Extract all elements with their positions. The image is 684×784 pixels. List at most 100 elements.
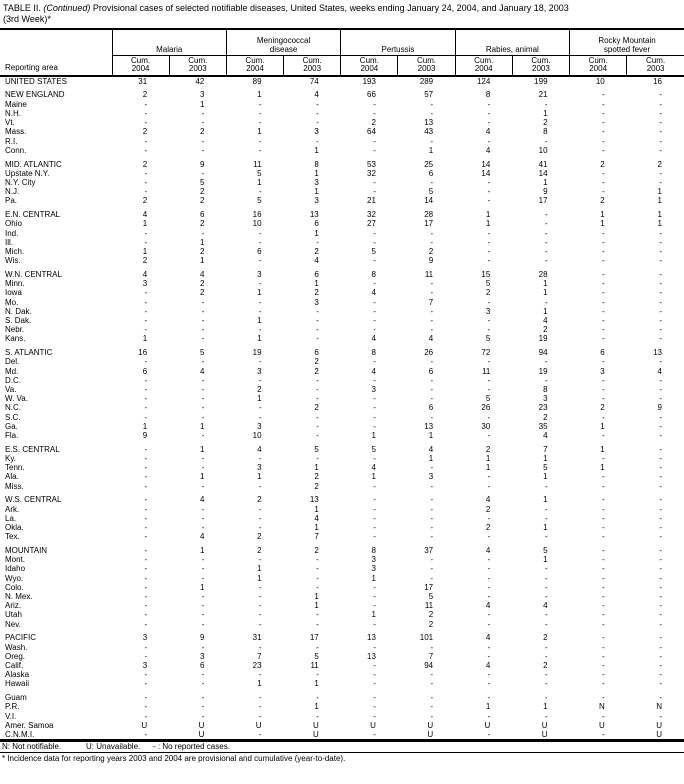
value-cell: -: [144, 573, 148, 583]
value-cell: 4: [428, 334, 434, 344]
value-cell: 2: [314, 366, 319, 376]
area-cell: Ark.: [5, 504, 20, 514]
value-cell: -: [659, 444, 662, 454]
value-cell: 5: [428, 592, 434, 601]
value-cell: 2: [314, 357, 319, 367]
value-cell: 3: [600, 366, 605, 376]
value-cell: 2: [199, 127, 205, 137]
value-cell: -: [316, 118, 319, 128]
value-cell: 4: [199, 495, 205, 505]
value-cell: 1: [199, 472, 205, 482]
area-cell: Mass.: [5, 127, 27, 137]
value-cell: -: [144, 394, 148, 404]
value-cell: 1: [371, 472, 376, 482]
area-cell: D.C.: [5, 375, 21, 385]
value-cell: 3: [371, 384, 376, 394]
value-cell: 21: [538, 90, 548, 100]
value-cell: -: [602, 679, 605, 689]
value-cell: -: [544, 693, 548, 703]
value-cell: -: [602, 118, 605, 128]
value-cell: -: [201, 384, 205, 394]
value-cell: -: [430, 315, 434, 325]
value-cell: -: [144, 693, 148, 703]
value-cell: 1: [485, 463, 491, 473]
value-cell: 1: [543, 177, 548, 187]
value-cell: -: [144, 403, 148, 413]
value-cell: 1: [543, 472, 548, 482]
value-cell: -: [373, 315, 376, 325]
value-cell: 3: [485, 306, 491, 316]
value-cell: 4: [485, 127, 491, 137]
value-cell: -: [373, 481, 376, 491]
value-cell: -: [201, 619, 205, 629]
table-row: Oreg. - 3 7 5 13 7 - - - -: [0, 652, 684, 661]
value-cell: 14: [481, 168, 491, 178]
table-row: Miss. - - - 2 - - - - - -: [0, 482, 684, 491]
value-cell: -: [144, 730, 148, 740]
value-cell: N: [656, 702, 662, 712]
value-cell: 1: [142, 246, 148, 256]
value-cell: 2: [199, 279, 205, 289]
value-cell: 14: [538, 168, 548, 178]
value-cell: 3: [428, 472, 434, 482]
value-cell: -: [201, 564, 205, 574]
value-cell: 4: [199, 269, 205, 279]
value-cell: -: [201, 168, 205, 178]
value-cell: 4: [428, 444, 434, 454]
area-cell: Md.: [5, 366, 19, 376]
value-cell: 1: [485, 219, 491, 229]
area-cell: N.Y. City: [5, 177, 36, 187]
area-cell: Utah: [5, 610, 22, 620]
value-cell: -: [487, 573, 491, 583]
value-cell: -: [316, 394, 319, 404]
value-cell: -: [144, 582, 148, 592]
value-cell: -: [602, 693, 605, 703]
value-cell: -: [602, 651, 605, 661]
value-cell: -: [487, 619, 491, 629]
value-cell: -: [659, 177, 662, 187]
table-title-continued: (Continued): [43, 3, 91, 13]
value-cell: -: [602, 532, 605, 542]
value-cell: -: [659, 357, 662, 367]
value-cell: -: [602, 592, 605, 601]
value-cell: -: [659, 472, 662, 482]
value-cell: -: [659, 118, 662, 128]
value-cell: 1: [600, 444, 605, 454]
area-cell: W.N. CENTRAL: [5, 269, 62, 279]
value-cell: 1: [257, 127, 262, 137]
value-cell: -: [659, 297, 662, 307]
value-cell: -: [659, 430, 662, 440]
value-cell: 1: [657, 210, 662, 220]
area-cell: P.R.: [5, 702, 20, 712]
value-cell: -: [258, 297, 262, 307]
area-cell: Minn.: [5, 279, 25, 289]
value-cell: 25: [424, 159, 434, 169]
value-cell: -: [602, 279, 605, 289]
area-cell: Upstate N.Y.: [5, 168, 50, 178]
value-cell: -: [201, 481, 205, 491]
footnote-legend: N: Not notifiable. U: Unavailable. - : No …: [0, 742, 684, 754]
value-cell: -: [544, 219, 548, 229]
value-cell: 1: [199, 545, 205, 555]
table-row: Ark. - - - 1 - - 2 - - -: [0, 505, 684, 514]
table-row: N.Y. City - 5 1 3 - - - 1 - -: [0, 178, 684, 187]
value-cell: -: [602, 504, 605, 514]
value-cell: -: [316, 711, 319, 721]
value-cell: -: [373, 670, 376, 680]
value-cell: 2: [485, 504, 491, 514]
value-cell: -: [201, 297, 205, 307]
value-cell: -: [144, 564, 148, 574]
value-cell: -: [201, 118, 205, 128]
value-cell: -: [373, 711, 376, 721]
area-cell: UNITED STATES: [5, 76, 67, 86]
table-row: R.I. - - - - - - - - - -: [0, 137, 684, 146]
value-cell: -: [144, 702, 148, 712]
table-row: Conn. - - - 1 - 1 4 10 - -: [0, 146, 684, 155]
value-cell: U: [598, 720, 605, 730]
value-cell: -: [602, 288, 605, 298]
value-cell: -: [316, 412, 319, 422]
area-cell: Conn.: [5, 145, 27, 155]
value-cell: -: [487, 610, 491, 620]
value-cell: -: [144, 651, 148, 661]
